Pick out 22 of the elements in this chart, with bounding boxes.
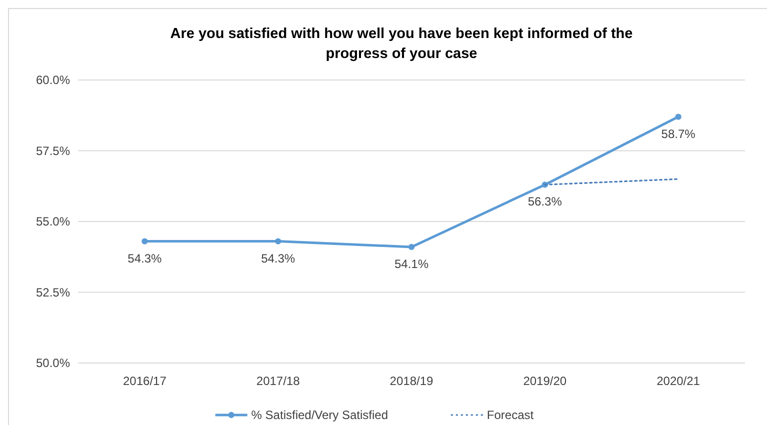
point	[675, 114, 682, 120]
data-label: 54.3%	[128, 251, 162, 266]
point	[408, 244, 415, 250]
data-label: 58.7%	[661, 126, 696, 141]
y-tick-label: 55.0%	[36, 214, 70, 228]
y-tick-label: 50.0%	[36, 356, 70, 370]
data-label: 54.3%	[261, 251, 296, 266]
x-tick-label: 2019/20	[523, 374, 567, 388]
chart-title: Are you satisfied with how well you have been kept informed of the progress of your case	[170, 26, 633, 62]
legend-label: % Satisfied/Very Satisfied	[251, 408, 388, 422]
x-tick-label: 2020/21	[656, 374, 700, 388]
data-label: 54.1%	[394, 256, 429, 271]
x-tick-label: 2018/19	[390, 374, 434, 388]
y-tick-label: 52.5%	[36, 285, 70, 300]
point	[142, 238, 148, 244]
legend-label: Forecast	[486, 408, 534, 422]
data-label: 56.3%	[528, 194, 562, 209]
y-tick-label: 57.5%	[36, 144, 70, 158]
y-tick-label: 60.0%	[36, 73, 70, 87]
x-tick-label: 2017/18	[256, 374, 300, 388]
point	[275, 238, 282, 244]
x-tick-label: 2016/17	[123, 374, 167, 388]
